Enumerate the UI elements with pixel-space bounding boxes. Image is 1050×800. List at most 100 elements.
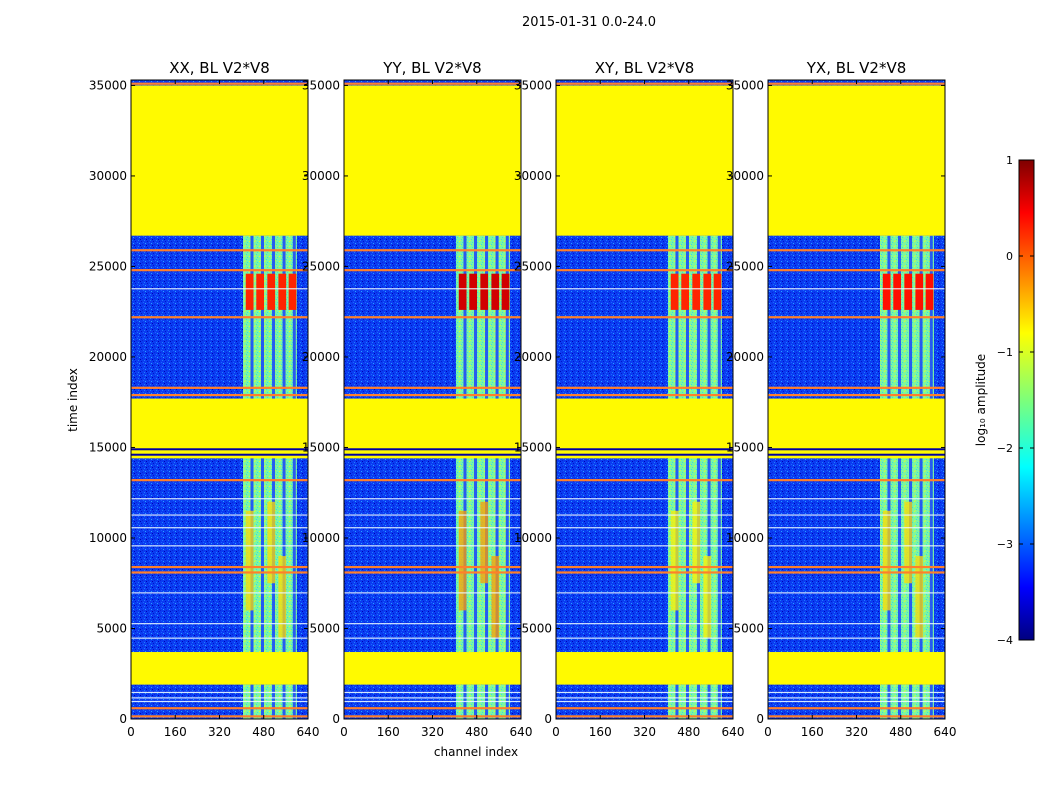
flag-line	[131, 393, 308, 397]
panel-title: XY, BL V2*V8	[595, 59, 695, 77]
artifact-line	[131, 545, 308, 547]
artifact-line	[344, 288, 521, 290]
colorbar-label: log₁₀ amplitude	[974, 354, 988, 446]
artifact-line	[344, 691, 521, 694]
flag-line	[344, 479, 521, 482]
amplitude-peak-cell	[469, 273, 478, 310]
artifact-line	[131, 592, 308, 594]
y-tick-label: 25000	[514, 259, 552, 273]
artifact-line	[768, 545, 945, 547]
dark-line	[556, 453, 733, 456]
y-tick-label: 35000	[302, 78, 340, 92]
channel-stripe	[919, 235, 923, 719]
artifact-line	[131, 700, 308, 703]
channel-stripe	[685, 235, 689, 719]
colorbar-tick-label: −3	[997, 538, 1013, 551]
flagged-time-band	[556, 652, 733, 685]
artifact-line	[131, 514, 308, 516]
amplitude-peak-cell	[245, 273, 254, 310]
x-tick-label: 640	[510, 725, 533, 739]
colorbar-ticks: 1 0 −1 −2 −3 −4	[997, 154, 1034, 647]
amplitude-cell	[245, 510, 254, 611]
channel-stripe	[495, 235, 499, 719]
x-tick-label: 480	[465, 725, 488, 739]
artifact-line	[768, 637, 945, 639]
flagged-time-band	[131, 85, 308, 236]
y-tick-label: 25000	[302, 259, 340, 273]
y-axis-label: time index	[66, 368, 80, 432]
x-tick-label: 160	[801, 725, 824, 739]
artifact-line	[556, 527, 733, 529]
flag-line	[768, 249, 945, 252]
y-tick-label: 5000	[309, 621, 340, 635]
channel-stripe	[463, 235, 467, 719]
amplitude-peak-cell	[278, 273, 287, 310]
x-tick-label: 0	[340, 725, 348, 739]
artifact-line	[556, 514, 733, 516]
colorbar-tick-label: 1	[1006, 154, 1013, 167]
y-tick-label: 20000	[302, 350, 340, 364]
y-tick-label: 10000	[726, 531, 764, 545]
y-tick-label: 20000	[726, 350, 764, 364]
amplitude-cell	[458, 510, 467, 611]
artifact-line	[344, 527, 521, 529]
figure-suptitle: 2015-01-31 0.0-24.0	[522, 15, 656, 30]
flag-line	[556, 707, 733, 710]
x-tick-label: 320	[633, 725, 656, 739]
flag-line	[768, 269, 945, 272]
colorbar-tick-label: −1	[997, 346, 1013, 359]
amplitude-peak-cell	[501, 273, 510, 310]
flagged-time-band	[768, 652, 945, 685]
y-tick-label: 25000	[89, 259, 127, 273]
flag-line	[131, 565, 308, 569]
artifact-line	[344, 514, 521, 516]
channel-stripe	[909, 235, 913, 719]
flag-line	[768, 479, 945, 482]
artifact-line	[131, 498, 308, 500]
amplitude-cell	[267, 501, 276, 584]
amplitude-peak-cell	[703, 273, 712, 310]
x-tick-label: 640	[297, 725, 320, 739]
channel-stripe	[697, 235, 701, 719]
artifact-line	[131, 288, 308, 290]
y-tick-label: 10000	[302, 531, 340, 545]
amplitude-cell	[882, 510, 891, 611]
artifact-line	[131, 691, 308, 694]
flag-line	[344, 707, 521, 710]
x-tick-label: 320	[208, 725, 231, 739]
y-tick-label: 5000	[521, 621, 552, 635]
x-tick-label: 320	[421, 725, 444, 739]
dark-line	[556, 448, 733, 451]
flagged-time-band	[131, 652, 308, 685]
channel-stripe	[675, 235, 679, 719]
channel-stripe	[260, 235, 264, 719]
flag-line	[131, 269, 308, 272]
x-tick-label: 160	[164, 725, 187, 739]
flag-line	[131, 479, 308, 482]
artifact-line	[768, 691, 945, 694]
y-tick-label: 0	[119, 712, 127, 726]
y-tick-label: 5000	[733, 621, 764, 635]
artifact-line	[768, 592, 945, 594]
artifact-line	[768, 700, 945, 703]
flag-line	[556, 269, 733, 272]
artifact-line	[768, 623, 945, 625]
x-tick-label: 640	[722, 725, 745, 739]
y-tick-label: 35000	[726, 78, 764, 92]
flag-line	[344, 393, 521, 397]
y-tick-label: 5000	[96, 621, 127, 635]
x-tick-label: 480	[677, 725, 700, 739]
flag-line	[556, 565, 733, 569]
y-tick-label: 30000	[514, 169, 552, 183]
heatmap-panel: XX, BL V2*V8 0 160 320 480 640 0 5000 10000 15000…	[89, 59, 320, 739]
amplitude-peak-cell	[904, 273, 913, 310]
flag-line	[131, 571, 308, 574]
artifact-line	[344, 623, 521, 625]
x-tick-label: 160	[589, 725, 612, 739]
amplitude-peak-cell	[681, 273, 690, 310]
x-tick-label: 320	[845, 725, 868, 739]
artifact-line	[556, 545, 733, 547]
x-tick-label: 0	[764, 725, 772, 739]
flag-line	[768, 386, 945, 389]
